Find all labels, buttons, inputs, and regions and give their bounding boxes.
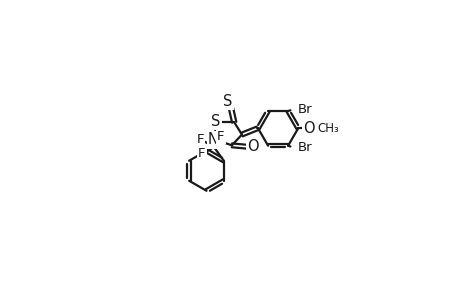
- Text: CH₃: CH₃: [317, 122, 339, 135]
- Text: F: F: [217, 130, 224, 142]
- Text: S: S: [211, 114, 220, 129]
- Text: F: F: [196, 134, 204, 146]
- Text: N: N: [207, 133, 218, 148]
- Text: F: F: [198, 147, 205, 160]
- Text: O: O: [302, 121, 313, 136]
- Text: O: O: [247, 140, 258, 154]
- Text: Br: Br: [297, 103, 311, 116]
- Text: S: S: [223, 94, 232, 109]
- Text: Br: Br: [297, 141, 311, 154]
